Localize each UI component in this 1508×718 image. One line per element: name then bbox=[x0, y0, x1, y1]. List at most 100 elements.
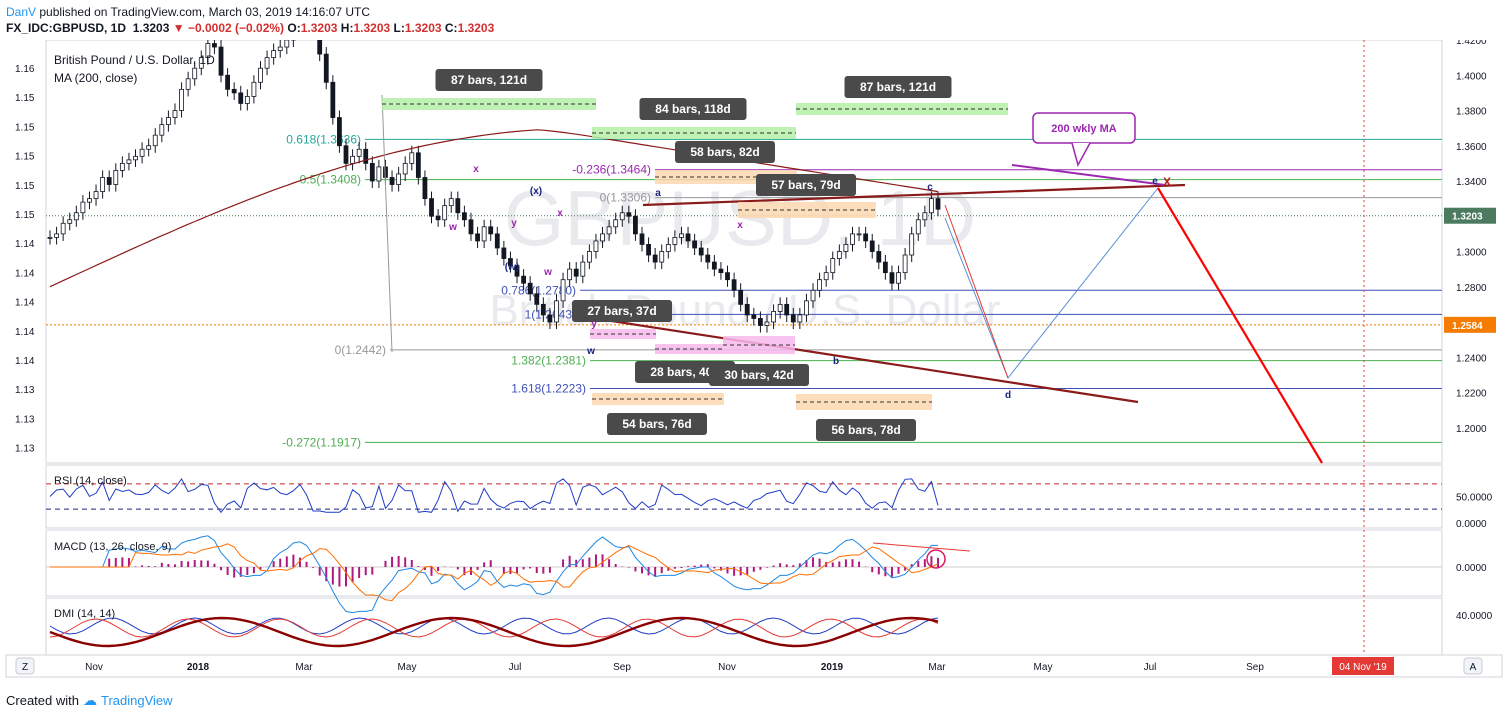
x-axis-tick: 2018 bbox=[187, 662, 210, 673]
range-box bbox=[738, 202, 876, 218]
footer: Created with ☁ TradingView bbox=[6, 692, 173, 709]
zoom-button[interactable] bbox=[15, 657, 35, 675]
range-label-box bbox=[756, 174, 856, 196]
projection-red-leg bbox=[944, 204, 1009, 379]
wave-label: c bbox=[927, 182, 933, 193]
candle-body bbox=[271, 50, 277, 59]
left-axis-tick: 1.14 bbox=[15, 239, 35, 250]
range-label-text: 58 bars, 82d bbox=[690, 145, 759, 159]
candle-body bbox=[258, 67, 263, 83]
candle-body bbox=[475, 233, 480, 242]
candle-body bbox=[889, 272, 895, 284]
candle-body bbox=[165, 117, 171, 126]
right-axis-tick: 1.2800 bbox=[1456, 283, 1487, 294]
candle-body bbox=[159, 124, 165, 136]
range-label-box bbox=[816, 419, 916, 441]
candle-body bbox=[87, 198, 92, 203]
price-change: −0.0002 (−0.02%) bbox=[187, 21, 285, 35]
zoom-button-label: Z bbox=[22, 662, 28, 673]
fib-level-label: 0.786(1.2780) bbox=[501, 283, 576, 297]
chart-title: British Pound / U.S. Dollar, 1D bbox=[54, 53, 215, 67]
x-axis-tick: Sep bbox=[1246, 662, 1264, 673]
candle-body bbox=[850, 233, 855, 245]
candle-body bbox=[389, 177, 395, 185]
candle-body bbox=[823, 272, 829, 281]
auto-scale-button[interactable] bbox=[1463, 657, 1483, 675]
candle-body bbox=[639, 233, 645, 245]
right-axis-tick: 1.2400 bbox=[1456, 353, 1487, 364]
candle-body bbox=[231, 88, 237, 94]
high-label: H: bbox=[340, 21, 354, 35]
candle-body bbox=[580, 261, 586, 277]
candle-body bbox=[119, 162, 125, 171]
tradingview-brand[interactable]: TradingView bbox=[100, 693, 173, 708]
candle-body bbox=[751, 314, 757, 319]
candle-body bbox=[429, 198, 434, 217]
low-value: 1.3203 bbox=[404, 21, 442, 35]
wave-label: a bbox=[655, 188, 661, 199]
range-label-box bbox=[675, 141, 775, 163]
candle-body bbox=[93, 191, 99, 200]
candles bbox=[47, 40, 941, 333]
wave-label: y bbox=[591, 319, 597, 330]
candle-body bbox=[251, 81, 257, 97]
candle-body bbox=[415, 152, 421, 178]
left-axis-tick: 1.14 bbox=[15, 268, 35, 279]
candle-body bbox=[179, 88, 184, 111]
macd-pane bbox=[45, 529, 1443, 597]
auto-scale-button-label: A bbox=[1470, 662, 1477, 673]
dmi-adx-line bbox=[49, 616, 939, 648]
candle-body bbox=[501, 247, 507, 259]
candle-body bbox=[784, 303, 790, 316]
rsi-axis-tick: 0.0000 bbox=[1456, 519, 1487, 530]
date-tag bbox=[1332, 657, 1394, 675]
candle-body bbox=[54, 233, 59, 238]
wave-label: b bbox=[833, 356, 839, 367]
range-label-text: 27 bars, 37d bbox=[587, 304, 656, 318]
range-label-text: 28 bars, 40d bbox=[650, 365, 719, 379]
candle-body bbox=[284, 40, 290, 48]
range-label-text: 87 bars, 121d bbox=[451, 73, 527, 87]
fib-anchor-line bbox=[381, 94, 393, 353]
x-axis-tick: Mar bbox=[928, 662, 946, 673]
last-price-tag-text: 1.3203 bbox=[1452, 212, 1483, 223]
candle-body bbox=[646, 244, 651, 256]
wkly-ma-line bbox=[1011, 164, 1166, 186]
candle-body bbox=[836, 251, 842, 259]
candle-body bbox=[514, 265, 520, 277]
x-axis-tick: Sep bbox=[613, 662, 631, 673]
candle-body bbox=[922, 212, 928, 221]
candle-body bbox=[192, 67, 198, 80]
range-label-box bbox=[709, 364, 809, 386]
ma-200-line bbox=[49, 129, 939, 288]
range-label-text: 54 bars, 76d bbox=[622, 417, 691, 431]
right-axis-tick: 1.3600 bbox=[1456, 142, 1487, 153]
wave-label: x bbox=[473, 164, 479, 175]
open-value: 1.3203 bbox=[300, 21, 338, 35]
level-tag-text: 1.2584 bbox=[1452, 321, 1483, 332]
candle-body bbox=[810, 289, 816, 302]
macd-highlight-circle bbox=[926, 549, 946, 569]
wave-label: y bbox=[511, 218, 517, 229]
candle-body bbox=[935, 198, 941, 210]
candle-body bbox=[613, 219, 619, 228]
candle-body bbox=[133, 155, 138, 161]
wave-label: (w) bbox=[505, 262, 519, 273]
candle-body bbox=[797, 314, 803, 323]
author-link[interactable]: DanV bbox=[6, 5, 37, 19]
candle-body bbox=[448, 198, 454, 207]
candle-body bbox=[396, 173, 402, 185]
range-label-text: 56 bars, 78d bbox=[831, 423, 900, 437]
ohlc-line: FX_IDC:GBPUSD, 1D 1.3203 ▼ −0.0002 (−0.0… bbox=[6, 21, 494, 35]
ma-legend: MA (200, close) bbox=[54, 71, 137, 85]
x-axis-tick: Mar bbox=[295, 662, 313, 673]
candle-body bbox=[363, 148, 369, 164]
candle-body bbox=[540, 303, 546, 316]
right-axis-tick: 1.4000 bbox=[1456, 71, 1487, 82]
candle-body bbox=[698, 247, 704, 256]
fib-level-label: 0.618(1.3636) bbox=[286, 132, 361, 146]
candle-body bbox=[488, 226, 494, 235]
candle-body bbox=[442, 205, 448, 221]
right-axis-tick: 1.3800 bbox=[1456, 107, 1487, 118]
